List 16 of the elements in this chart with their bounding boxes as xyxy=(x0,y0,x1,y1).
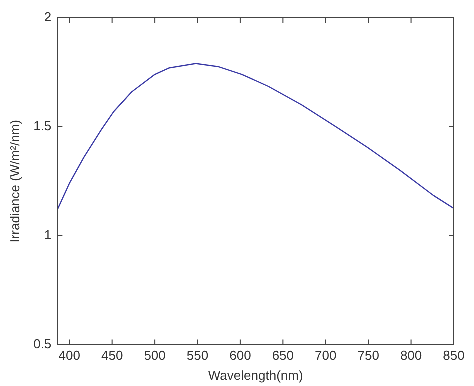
x-tick-label: 400 xyxy=(58,348,80,364)
x-tick-label: 800 xyxy=(400,348,422,364)
y-tick-label: 1 xyxy=(44,227,52,242)
x-tick-label: 750 xyxy=(358,348,380,364)
y-tick-label: 1.5 xyxy=(34,118,52,134)
x-tick-label: 850 xyxy=(443,348,465,364)
x-tick-label: 650 xyxy=(272,348,294,364)
y-tick-label: 0.5 xyxy=(34,336,52,352)
y-tick-label: 2 xyxy=(44,10,52,25)
x-tick-label: 700 xyxy=(315,348,337,364)
x-tick-label: 500 xyxy=(144,348,166,364)
x-tick-label: 450 xyxy=(101,348,124,364)
x-tick-label: 550 xyxy=(186,348,209,364)
x-tick-label: 600 xyxy=(230,348,252,364)
y-axis-title: Irradiance (W/m²/nm) xyxy=(7,120,22,243)
x-axis-title: Wavelength(nm) xyxy=(208,368,304,383)
